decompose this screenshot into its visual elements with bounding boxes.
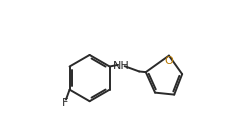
Text: F: F [62,98,68,108]
Text: NH: NH [113,60,130,70]
Text: O: O [164,56,173,66]
